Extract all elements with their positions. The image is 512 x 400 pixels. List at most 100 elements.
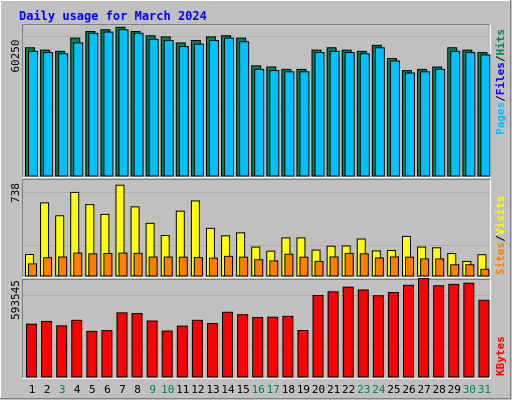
bar-files	[254, 68, 265, 177]
x-tick-label: 27	[417, 383, 430, 396]
bar-files	[465, 52, 476, 177]
bar-files	[118, 29, 129, 177]
bar-sites	[450, 264, 460, 277]
bar-files	[344, 52, 355, 177]
bar-files	[405, 72, 415, 177]
x-tick-label: 16	[252, 383, 265, 396]
x-tick-label: 23	[357, 383, 370, 396]
legend-kbytes-panel: KBytes	[494, 336, 507, 376]
x-tick-label: 14	[221, 383, 235, 396]
bar-files	[103, 31, 114, 177]
bar-kbytes	[267, 316, 279, 378]
bar-kbytes	[206, 323, 218, 378]
x-tick-label: 6	[104, 383, 111, 396]
bar-files	[73, 42, 84, 177]
bar-sites	[43, 257, 53, 277]
x-tick-label: 26	[402, 383, 415, 396]
bar-files	[224, 37, 235, 177]
hits-y-max-label: 60250	[9, 39, 22, 72]
x-tick-label: 5	[89, 383, 96, 396]
legend-pages: Pages	[494, 102, 507, 135]
bar-files	[435, 68, 446, 177]
bar-files	[58, 53, 69, 177]
x-tick-label: 8	[134, 383, 141, 396]
bar-kbytes	[327, 291, 339, 378]
bar-files	[163, 40, 174, 177]
bar-kbytes	[161, 330, 173, 378]
bar-files	[420, 71, 431, 177]
x-tick-label: 29	[448, 383, 461, 396]
bar-sites	[420, 258, 430, 277]
legend-sites: Sites	[494, 242, 507, 275]
x-tick-label: 21	[327, 383, 340, 396]
chart-title: Daily usage for March 2024	[19, 9, 207, 23]
bar-kbytes	[372, 295, 384, 378]
bars-hits-files	[25, 26, 491, 177]
x-tick-label: 13	[206, 383, 219, 396]
bar-files	[284, 71, 295, 177]
bar-kbytes	[342, 286, 354, 378]
legend-separator: /	[494, 235, 507, 242]
bar-sites	[88, 253, 98, 277]
bar-sites	[465, 264, 475, 277]
bar-sites	[254, 259, 264, 277]
bar-kbytes	[56, 325, 68, 378]
bar-files	[314, 52, 325, 177]
x-tick-label: 22	[342, 383, 355, 396]
bar-kbytes	[297, 329, 309, 378]
legend-hits-panel: Pages/Files/Hits	[494, 29, 507, 135]
x-tick-label: 24	[372, 383, 386, 396]
legend-hits: Hits	[494, 29, 507, 56]
bar-kbytes	[463, 282, 475, 378]
bar-sites	[148, 256, 158, 277]
bar-files	[299, 71, 310, 177]
bar-kbytes	[86, 330, 98, 378]
bar-files	[389, 60, 400, 177]
bar-files	[148, 38, 159, 177]
legend-separator: /	[494, 55, 507, 62]
bar-files	[193, 43, 204, 177]
bar-sites	[405, 256, 414, 277]
bar-files	[329, 50, 340, 177]
bar-files	[239, 41, 250, 177]
bar-kbytes	[176, 325, 188, 378]
bar-sites	[73, 252, 83, 277]
x-tick-label: 12	[191, 383, 204, 396]
legend-kbytes: KBytes	[494, 336, 507, 376]
bar-kbytes	[116, 312, 128, 378]
visits-y-max-label: 738	[9, 183, 22, 203]
x-tick-label: 30	[463, 383, 476, 396]
bar-sites	[480, 268, 490, 277]
bar-kbytes	[418, 278, 430, 378]
bar-sites	[163, 256, 173, 277]
x-tick-label: 2	[44, 383, 51, 396]
bar-sites	[374, 257, 384, 277]
bar-kbytes	[448, 283, 460, 378]
x-tick-label: 3	[59, 383, 66, 396]
bar-files	[480, 54, 491, 177]
bar-kbytes	[191, 319, 203, 378]
legend-files: Files	[494, 62, 507, 95]
bar-kbytes	[237, 314, 249, 378]
x-tick-label: 31	[478, 383, 491, 396]
bar-sites	[58, 256, 68, 277]
bar-kbytes	[312, 294, 324, 378]
bar-sites	[224, 255, 234, 277]
bar-sites	[103, 252, 113, 277]
kbytes-y-max-label: 593545	[9, 280, 22, 320]
bar-sites	[178, 256, 188, 277]
bar-sites	[329, 256, 339, 277]
bar-kbytes	[478, 299, 490, 378]
bar-kbytes	[387, 292, 399, 378]
bar-kbytes	[146, 320, 158, 378]
x-tick-label: 28	[433, 383, 446, 396]
legend-visits-panel: Sites/Visits	[494, 196, 507, 276]
bar-files	[359, 53, 370, 177]
bar-kbytes	[41, 320, 53, 378]
x-tick-label: 25	[387, 383, 400, 396]
bar-sites	[118, 252, 128, 277]
x-tick-label: 18	[282, 383, 295, 396]
bar-sites	[389, 256, 399, 277]
bar-sites	[208, 257, 218, 277]
